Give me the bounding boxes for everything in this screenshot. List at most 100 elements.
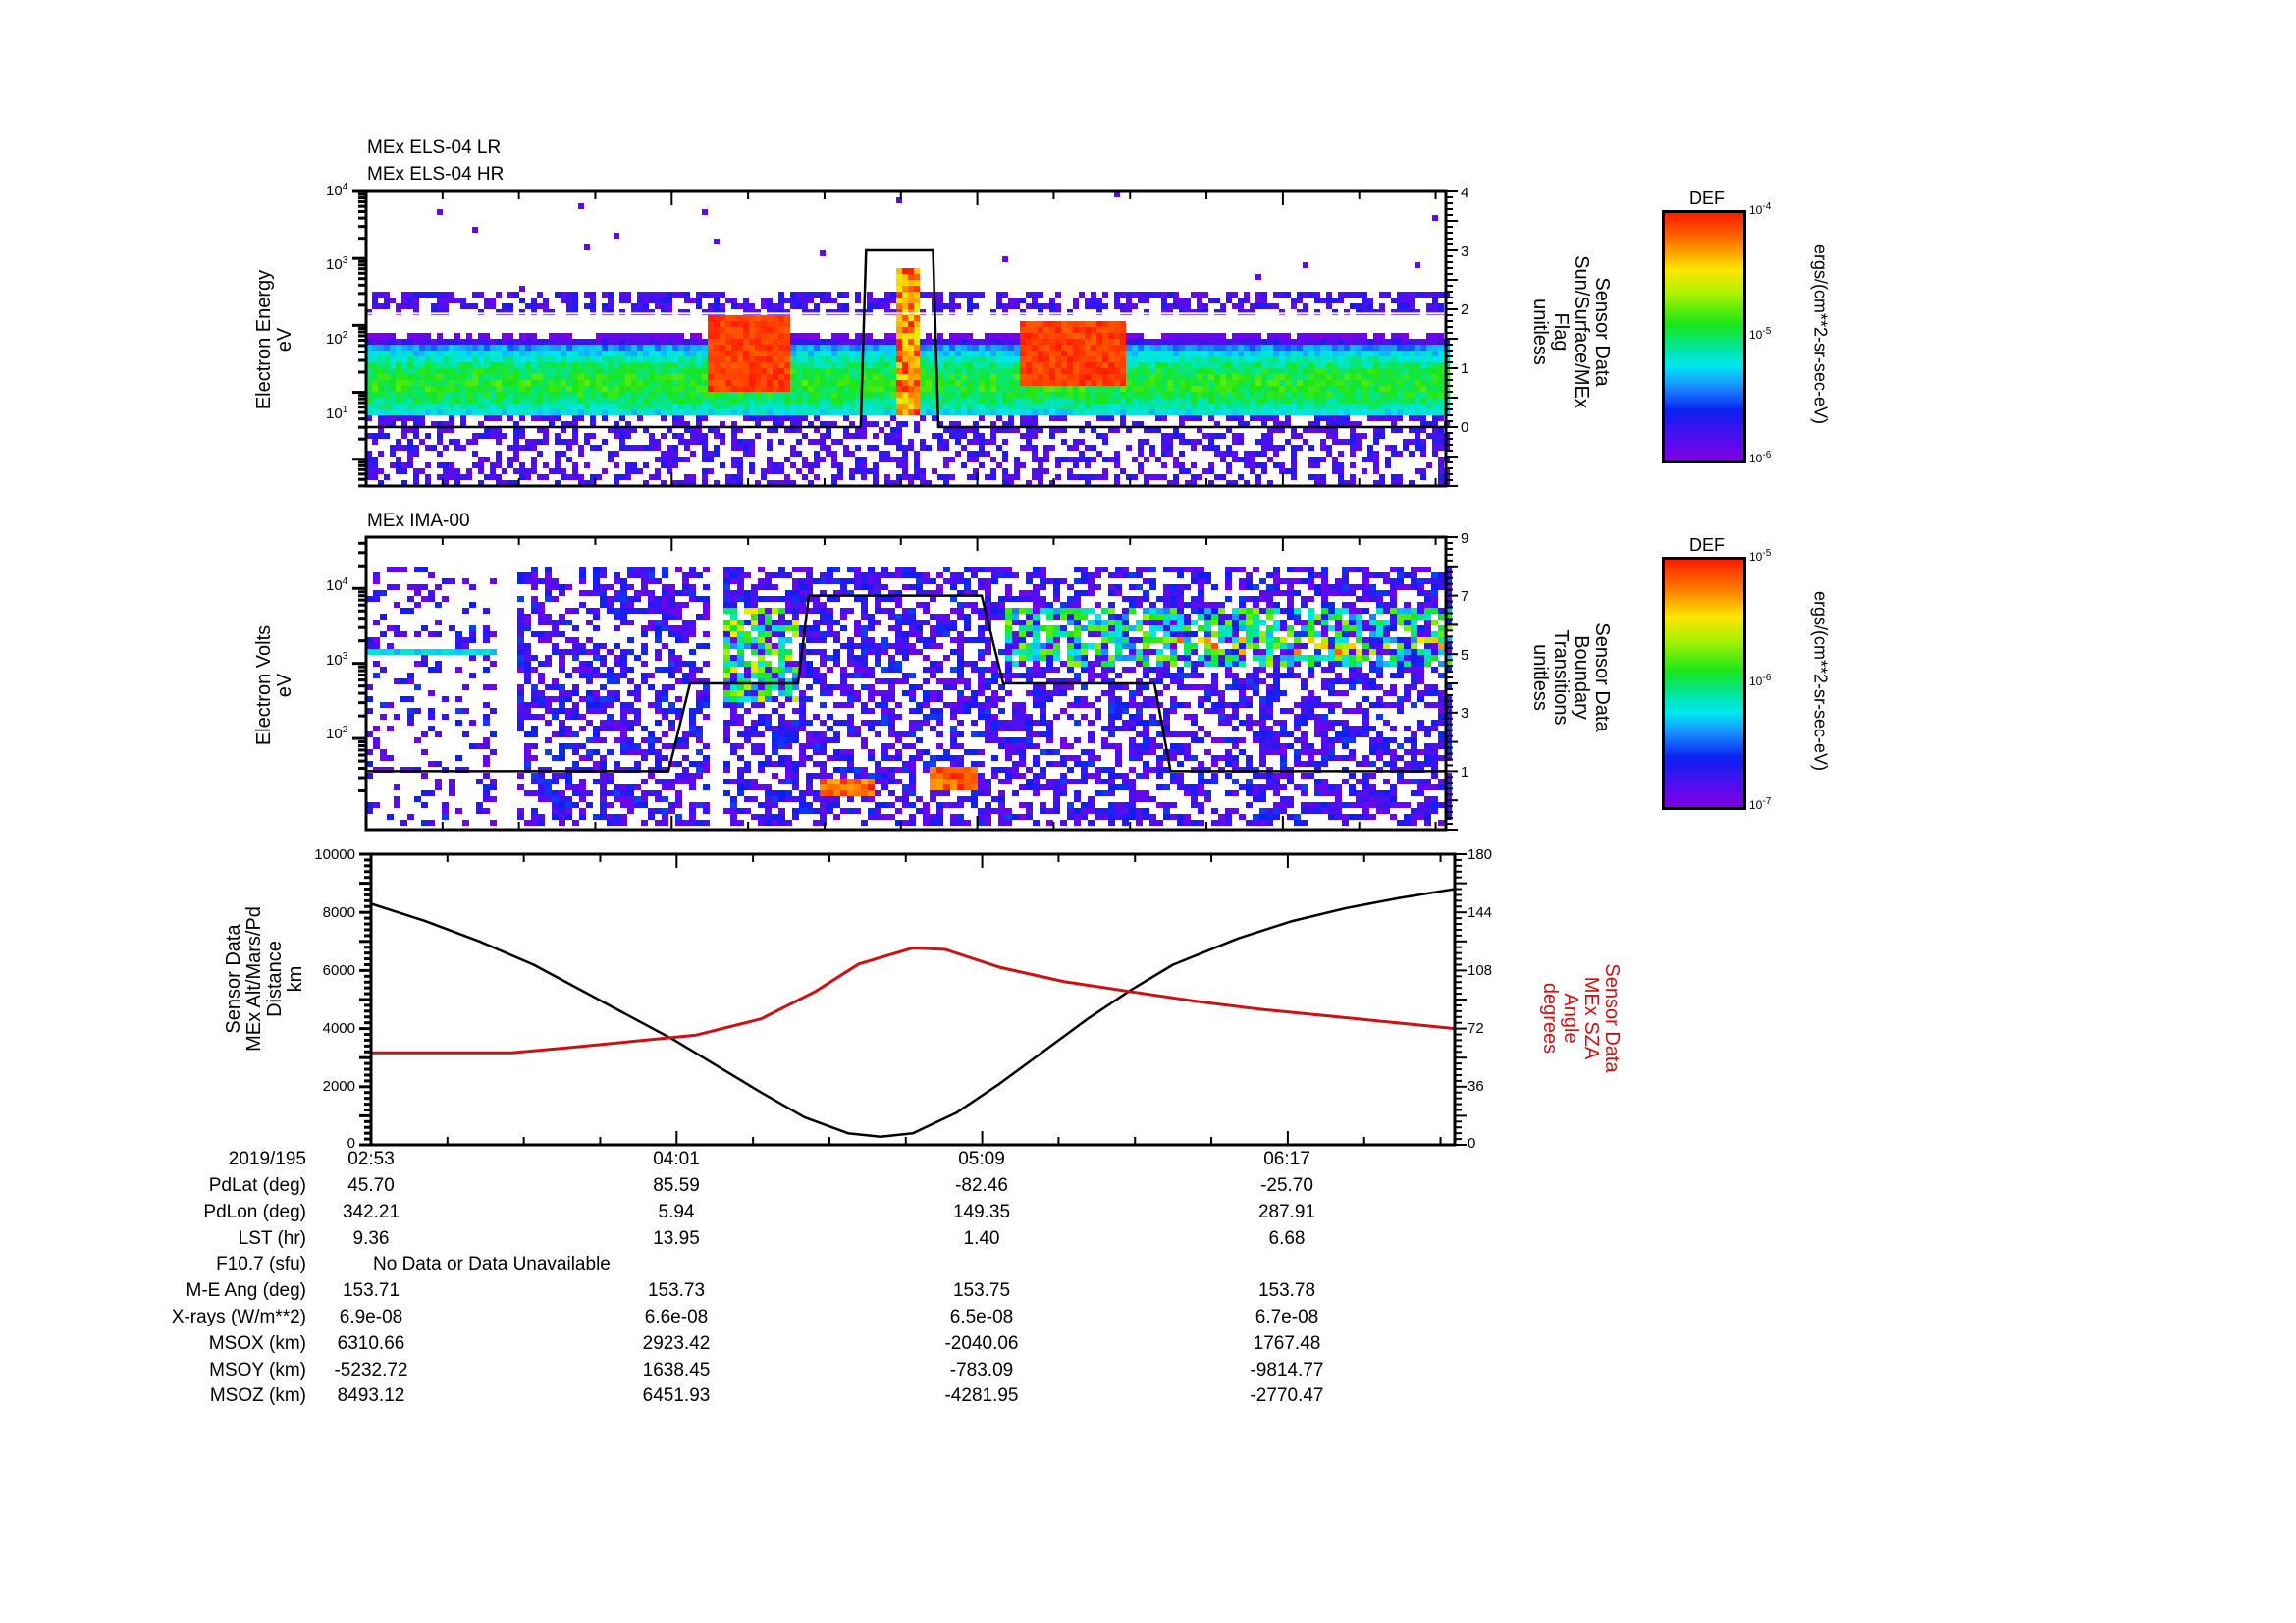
ephemeris-cell: 85.59: [653, 1175, 700, 1196]
panel1-y2tick-2: 2: [1461, 301, 1469, 318]
panel3-ytick-6000: 6000: [322, 962, 355, 979]
panel1-y2label-line4: unitless: [1529, 298, 1551, 365]
panel1-ytick-1e4: 104: [326, 182, 348, 199]
ephemeris-cell: -82.46: [955, 1175, 1008, 1196]
time-tick-3: 06:17: [1263, 1149, 1310, 1169]
colorbar1-title: DEF: [1689, 189, 1725, 208]
ephemeris-cell: -5232.72: [334, 1359, 408, 1380]
panel1-ytick-1e1: 101: [326, 405, 348, 422]
ephemeris-cell: 153.75: [952, 1280, 1011, 1302]
panel2-y2tick-3: 3: [1461, 705, 1469, 722]
panel1-ylabel: Electron Energy eV: [253, 242, 295, 438]
panel2-spectrogram: [352, 535, 1458, 832]
ephemeris-row-label: M-E Ang (deg): [186, 1280, 307, 1302]
panel1-y2label-line2: Sun/Surface/MEx: [1571, 255, 1592, 408]
ephemeris-cell: 1.40: [963, 1227, 1000, 1249]
colorbar2-units: ergs/(cm**2-sr-sec-eV): [1810, 590, 1831, 772]
ephemeris-cell: -783.09: [949, 1359, 1014, 1380]
panel3-ytick-2000: 2000: [322, 1078, 355, 1095]
panel3-y2tick-0: 0: [1468, 1135, 1476, 1152]
ephemeris-row-label: LST (hr): [238, 1227, 306, 1249]
ephemeris-cell: 2923.42: [642, 1332, 711, 1354]
ephemeris-cell: 287.91: [1257, 1201, 1316, 1222]
ephemeris-cell: 6.6e-08: [644, 1307, 709, 1327]
panel1-title-lr: MEx ELS-04 LR: [367, 137, 502, 158]
panel3-y2tick-180: 180: [1468, 846, 1493, 863]
panel1-y2label: Sensor Data Sun/Surface/MEx Flag unitles…: [1529, 214, 1613, 450]
panel3-y2tick-144: 144: [1468, 904, 1493, 921]
panel1-y2tick-1: 1: [1461, 360, 1469, 377]
colorbar2-title: DEF: [1689, 535, 1725, 555]
ephemeris-cell: -4281.95: [944, 1385, 1019, 1407]
panel3-ylabel-line2: MEx Alt/Mars/Pd: [243, 906, 265, 1052]
panel3-ytick-4000: 4000: [322, 1020, 355, 1037]
ephemeris-cell: 149.35: [952, 1201, 1011, 1222]
ephemeris-cell: 153.78: [1257, 1280, 1316, 1302]
ephemeris-cell: -2040.06: [944, 1332, 1019, 1354]
ephemeris-cell: 13.95: [653, 1227, 700, 1249]
panel1-ylabel-line1: Electron Energy: [253, 269, 275, 410]
ephemeris-cell: -25.70: [1260, 1175, 1313, 1196]
panel3-ylabel-line4: km: [285, 965, 306, 993]
panel1-spectrogram: [352, 189, 1458, 488]
panel3-ylabel-line3: Distance: [264, 941, 286, 1017]
ephemeris-row-label: X-rays (W/m**2): [171, 1307, 306, 1327]
ephemeris-cell: -9814.77: [1250, 1359, 1324, 1380]
ephemeris-cell: 8493.12: [337, 1385, 405, 1407]
panel2-ylabel-line2: eV: [274, 673, 295, 698]
panel2-y2tick-9: 9: [1461, 530, 1469, 547]
panel2-y2tick-5: 5: [1461, 647, 1469, 664]
panel2-y2tick-7: 7: [1461, 588, 1469, 605]
ephemeris-cell: 6.7e-08: [1255, 1307, 1319, 1327]
colorbar1-units: ergs/(cm**2-sr-sec-eV): [1810, 243, 1831, 425]
panel1-y2tick-0: 0: [1461, 419, 1469, 436]
ephemeris-row-label: PdLat (deg): [208, 1175, 306, 1196]
colorbar1-tick-top: 10-4: [1749, 201, 1772, 217]
ephemeris-cell: 9.36: [352, 1227, 390, 1249]
ephemeris-row-label: PdLon (deg): [203, 1201, 306, 1222]
panel3-y2tick-108: 108: [1468, 962, 1493, 979]
ephemeris-cell: 6310.66: [337, 1332, 405, 1354]
ephemeris-cell: 6.5e-08: [949, 1307, 1014, 1327]
colorbar1-tick-bottom: 10-6: [1749, 450, 1772, 465]
time-axis-date: 2019/195: [228, 1149, 306, 1169]
panel3-ytick-8000: 8000: [322, 904, 355, 921]
panel1-y2label-line3: Flag: [1550, 312, 1572, 352]
ephemeris-cell: 45.70: [347, 1175, 395, 1196]
panel2-ytick-1e2: 102: [326, 725, 348, 742]
panel2-y2label-line1: Sensor Data: [1591, 622, 1613, 732]
panel2-ylabel: Electron Volts eV: [253, 587, 295, 784]
panel2-y2label: Sensor Data Boundary Transitions unitles…: [1529, 560, 1613, 795]
panel2-title: MEx IMA-00: [367, 511, 470, 531]
panel3-ytick-10000: 10000: [314, 846, 355, 863]
ephemeris-row-label: MSOX (km): [208, 1332, 306, 1354]
panel3-ylabel-line1: Sensor Data: [223, 924, 244, 1034]
colorbar1-tick-mid: 10-5: [1749, 326, 1772, 342]
panel1-y2tick-3: 3: [1461, 243, 1469, 260]
colorbar1-gradient: [1662, 210, 1746, 463]
ephemeris-note: No Data or Data Unavailable: [373, 1254, 611, 1275]
panel3-y2label-line4: degrees: [1539, 982, 1561, 1055]
colorbar2-tick-top: 10-5: [1749, 548, 1772, 564]
ephemeris-cell: 6.9e-08: [339, 1307, 403, 1327]
time-tick-0: 02:53: [347, 1149, 395, 1169]
panel1-title-hr: MEx ELS-04 HR: [367, 164, 505, 185]
ephemeris-row-label: F10.7 (sfu): [216, 1254, 306, 1275]
panel3-ytick-0: 0: [347, 1135, 355, 1152]
panel3-y2tick-72: 72: [1468, 1020, 1484, 1037]
panel2-y2tick-1: 1: [1461, 764, 1469, 781]
panel2-y2label-line3: Transitions: [1550, 629, 1572, 726]
panel3-y2label-line1: Sensor Data: [1601, 963, 1623, 1073]
ephemeris-cell: 342.21: [342, 1201, 400, 1222]
panel2-ytick-1e3: 103: [326, 651, 348, 669]
panel3-ylabel: Sensor Data MEx Alt/Mars/Pd Distance km: [223, 861, 306, 1097]
panel1-y2tick-4: 4: [1461, 185, 1469, 201]
ephemeris-cell: 1767.48: [1253, 1332, 1321, 1354]
time-tick-1: 04:01: [653, 1149, 700, 1169]
ephemeris-cell: 153.71: [342, 1280, 400, 1302]
panel2-ylabel-line1: Electron Volts: [253, 624, 275, 746]
panel3-line-plot: [359, 852, 1467, 1147]
panel3-y2label-line2: MEx SZA: [1580, 976, 1602, 1060]
panel3-y2label-line3: Angle: [1560, 993, 1581, 1044]
panel3-y2label: Sensor Data MEx SZA Angle degrees: [1539, 910, 1623, 1126]
